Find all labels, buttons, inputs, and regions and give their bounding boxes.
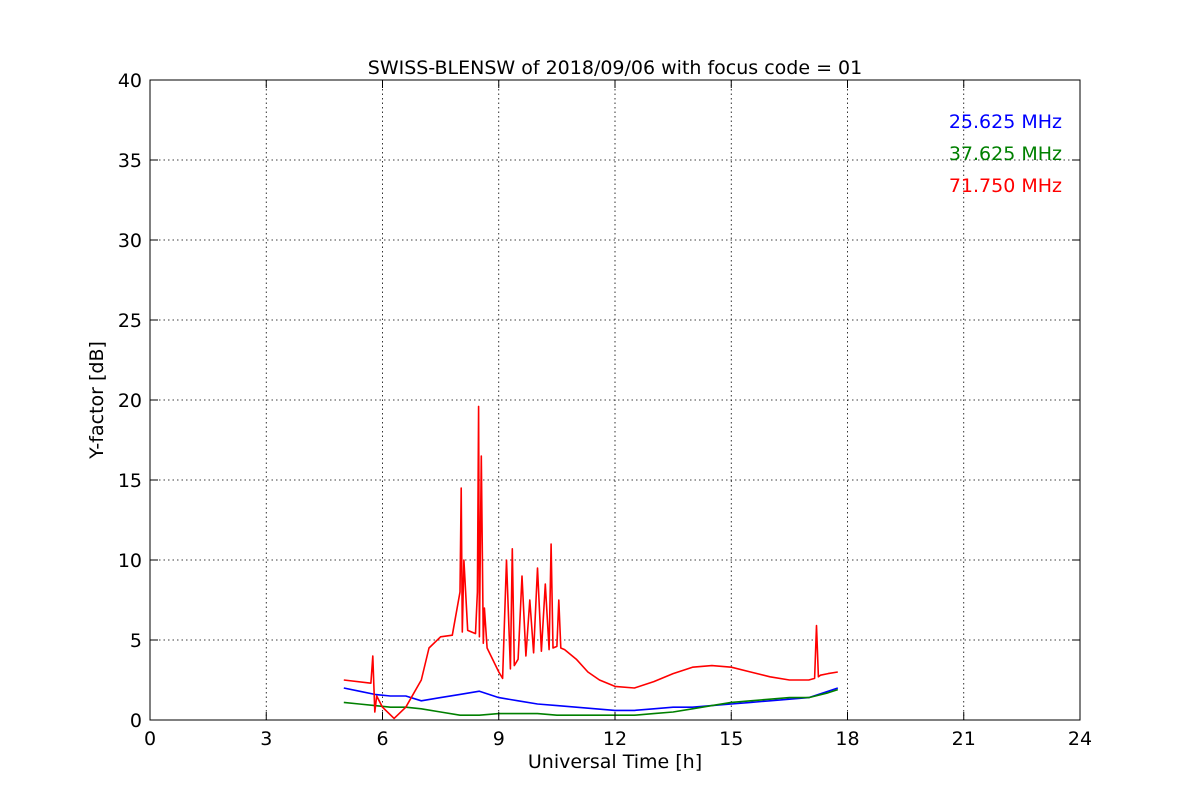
y-tick-label: 20 <box>118 390 142 412</box>
chart-title: SWISS-BLENSW of 2018/09/06 with focus co… <box>368 57 862 79</box>
series-lines <box>343 405 839 720</box>
axis-ticks <box>149 79 1081 721</box>
x-tick-label: 18 <box>835 728 859 750</box>
series-line-3 <box>343 405 838 720</box>
x-axis-label: Universal Time [h] <box>528 751 702 773</box>
y-tick-label: 30 <box>118 230 142 252</box>
x-tick-label: 12 <box>603 728 627 750</box>
y-tick-label: 15 <box>118 470 142 492</box>
y-tick-label: 0 <box>130 710 142 732</box>
legend: 25.625 MHz 37.625 MHz 71.750 MHz <box>949 111 1062 197</box>
grid-lines <box>150 80 1080 720</box>
x-tick-label: 6 <box>376 728 388 750</box>
series-line-1 <box>343 687 839 712</box>
x-tick-label: 3 <box>260 728 272 750</box>
y-axis-label: Y-factor [dB] <box>86 341 108 460</box>
x-tick-labels: 0 3 6 9 12 15 18 21 24 <box>144 728 1092 750</box>
x-tick-label: 24 <box>1068 728 1092 750</box>
x-tick-label: 9 <box>493 728 505 750</box>
y-tick-label: 10 <box>118 550 142 572</box>
y-tick-label: 35 <box>118 150 142 172</box>
y-tick-label: 25 <box>118 310 142 332</box>
y-tick-labels: 0 5 10 15 20 25 30 35 40 <box>118 70 142 732</box>
y-tick-label: 5 <box>130 630 142 652</box>
legend-entry-1: 25.625 MHz <box>949 111 1062 133</box>
legend-entry-3: 71.750 MHz <box>949 175 1062 197</box>
legend-entry-2: 37.625 MHz <box>949 143 1062 165</box>
series-line-2 <box>343 688 839 717</box>
x-tick-label: 0 <box>144 728 156 750</box>
x-tick-label: 21 <box>952 728 976 750</box>
y-tick-label: 40 <box>118 70 142 92</box>
x-tick-label: 15 <box>719 728 743 750</box>
